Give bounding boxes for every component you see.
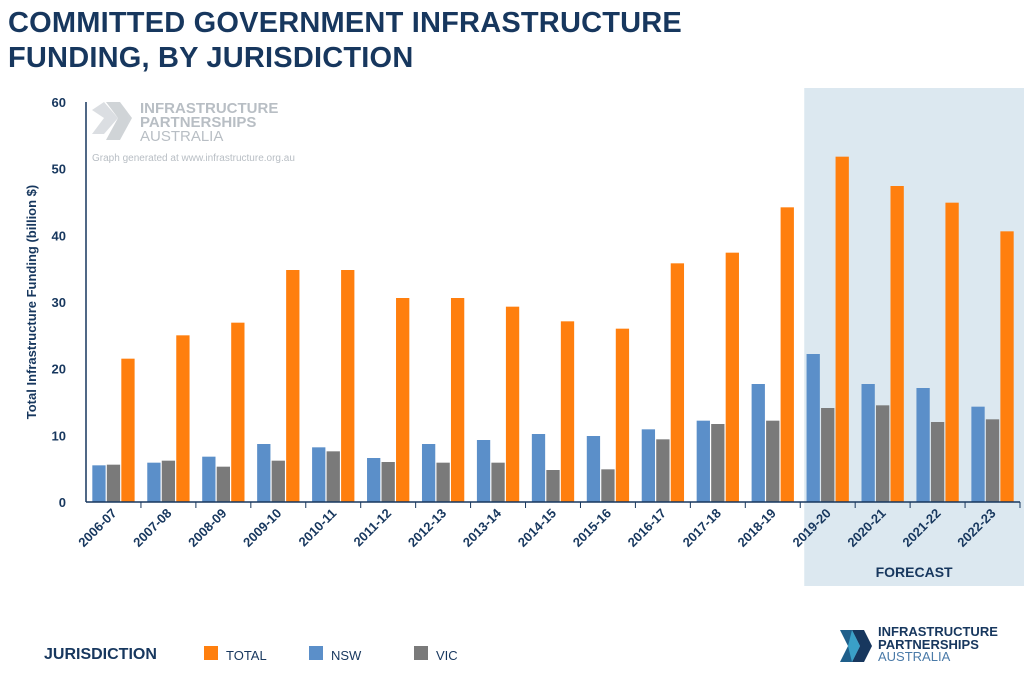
x-tick-2007-08: 2007-08 [130,506,174,550]
bar-nsw-2009-10 [257,444,271,502]
x-tick-2015-16: 2015-16 [570,506,614,550]
logo-line-2: PARTNERSHIPS [878,636,979,652]
x-tick-2018-19: 2018-19 [735,506,779,550]
x-tick-2008-09: 2008-09 [185,506,229,550]
bar-total-2020-21 [890,186,904,502]
y-tick-60: 60 [52,95,66,110]
logo-line-1: INFRASTRUCTURE [878,624,998,639]
bar-vic-2020-21 [876,405,890,502]
x-tick-2013-14: 2013-14 [460,505,505,550]
bar-total-2010-11 [341,270,355,502]
y-tick-20: 20 [52,362,66,377]
ipa-logo-text: INFRASTRUCTURE PARTNERSHIPS AUSTRALIA [878,624,998,664]
bar-total-2012-13 [450,298,465,502]
watermark-note: Graph generated at www.infrastructure.or… [92,153,295,164]
y-tick-30: 30 [52,295,66,310]
bar-nsw-2019-20 [806,354,820,502]
chart-title-line-2: FUNDING, BY JURISDICTION [8,42,414,74]
legend-swatch-total [204,646,218,660]
y-tick-0: 0 [59,495,66,510]
ipa-logo-icon [840,630,872,662]
bar-vic-2013-14 [491,462,505,502]
bar-vic-2016-17 [656,439,670,502]
bar-total-2017-18 [725,252,739,502]
x-tick-2009-10: 2009-10 [240,506,284,550]
bar-total-2014-15 [560,321,575,502]
bar-vic-2014-15 [546,470,560,502]
bar-vic-2022-23 [985,419,1000,502]
bar-nsw-2007-08 [147,462,161,502]
legend-title: JURISDICTION [44,646,157,663]
legend-swatch-vic [414,646,428,660]
bar-nsw-2021-22 [916,388,930,502]
bar-vic-2011-12 [381,462,395,502]
bar-total-2018-19 [780,207,794,502]
bar-total-2009-10 [286,270,300,502]
bar-nsw-2018-19 [751,384,765,502]
y-tick-10: 10 [52,428,66,443]
logo-line-3: AUSTRALIA [878,649,951,664]
watermark-line-3: AUSTRALIA [140,128,223,145]
bar-vic-2018-19 [766,420,780,502]
bar-nsw-2011-12 [367,458,381,502]
ipa-logo: INFRASTRUCTURE PARTNERSHIPS AUSTRALIA [838,624,1018,668]
bar-vic-2009-10 [271,460,285,502]
bar-total-2008-09 [231,322,245,502]
watermark-line-2: PARTNERSHIPS [140,114,256,131]
bar-vic-2021-22 [930,422,945,502]
bar-nsw-2010-11 [312,447,326,502]
bar-nsw-2016-17 [641,429,656,502]
y-tick-labels: 0 10 20 30 40 50 60 [52,95,66,510]
bar-nsw-2014-15 [531,434,546,502]
bar-vic-2010-11 [326,451,340,502]
x-tick-2016-17: 2016-17 [625,506,669,550]
bars-group [92,156,1014,503]
bar-total-2016-17 [670,263,685,502]
bar-total-2006-07 [121,358,135,502]
bar-nsw-2013-14 [476,440,491,502]
legend-label-nsw: NSW [331,648,362,663]
y-tick-50: 50 [52,162,66,177]
bar-nsw-2006-07 [92,465,106,502]
legend-label-total: TOTAL [226,648,267,663]
bar-vic-2006-07 [106,464,121,502]
chart-title-line-1: COMMITTED GOVERNMENT INFRASTRUCTURE [8,7,682,39]
bar-total-2007-08 [176,335,190,502]
bar-nsw-2017-18 [696,420,710,502]
bar-total-2022-23 [1000,231,1014,502]
watermark-icon [92,102,132,140]
legend: JURISDICTION TOTAL NSW VIC [44,644,544,666]
bar-vic-2019-20 [821,408,835,502]
bar-total-2019-20 [835,156,849,503]
bar-total-2011-12 [396,298,410,502]
bar-nsw-2008-09 [202,456,216,502]
x-tick-2012-13: 2012-13 [405,506,449,550]
y-axis-label: Total Infrastructure Funding (billion $) [24,185,39,419]
bar-nsw-2022-23 [971,406,985,502]
bar-nsw-2012-13 [421,444,436,502]
bar-nsw-2015-16 [586,436,601,502]
legend-swatch-nsw [309,646,323,660]
bar-nsw-2020-21 [861,384,875,502]
x-tick-2014-15: 2014-15 [515,506,559,550]
bar-vic-2007-08 [161,460,176,502]
bar-vic-2017-18 [711,424,725,502]
bar-vic-2015-16 [601,469,615,502]
bar-total-2021-22 [945,202,959,503]
y-tick-40: 40 [52,228,66,243]
chart-title: COMMITTED GOVERNMENT INFRASTRUCTURE FUND… [8,6,682,76]
forecast-label: FORECAST [876,564,953,580]
x-tick-2006-07: 2006-07 [75,506,119,550]
x-tick-2011-12: 2011-12 [350,506,394,550]
legend-label-vic: VIC [436,648,458,663]
bar-total-2013-14 [505,306,520,502]
bar-vic-2008-09 [216,466,230,502]
bar-vic-2012-13 [436,462,450,502]
x-tick-2010-11: 2010-11 [296,506,340,550]
x-tick-2017-18: 2017-18 [680,506,724,550]
bar-total-2015-16 [615,328,630,502]
watermark-line-1: INFRASTRUCTURE [140,100,278,117]
